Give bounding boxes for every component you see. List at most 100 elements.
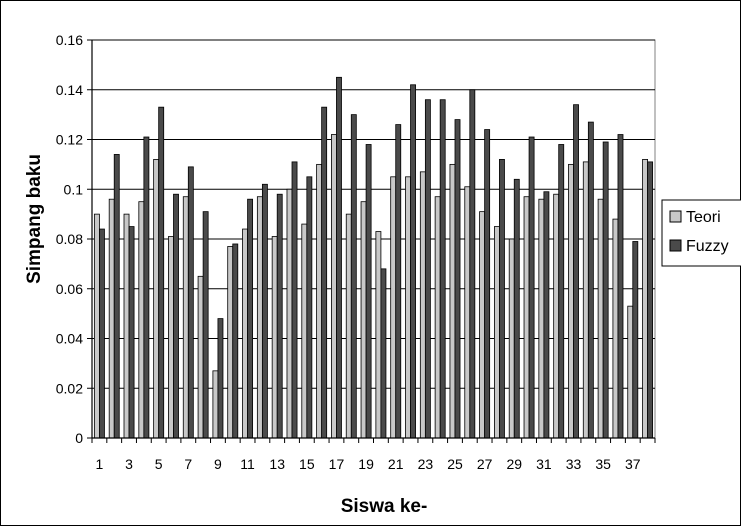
bar-fuzzy	[424, 99, 431, 439]
legend-label-fuzzy: Fuzzy	[686, 238, 729, 255]
axes	[87, 39, 656, 443]
y-tick-label: 0.14	[56, 82, 83, 98]
bar-fuzzy	[513, 178, 520, 439]
bar-fuzzy	[573, 104, 579, 439]
y-tick-label: 0	[75, 430, 83, 446]
bar-teori	[627, 305, 634, 439]
bar-fuzzy	[454, 119, 461, 439]
bar-teori	[301, 223, 308, 439]
bar-teori	[316, 163, 323, 439]
x-tick-label: 11	[240, 456, 255, 472]
bar-teori	[553, 193, 560, 439]
bar-fuzzy	[306, 176, 313, 439]
bar-fuzzy	[632, 241, 639, 439]
bar-fuzzy	[395, 124, 402, 439]
bar-fuzzy	[143, 136, 150, 439]
bar-fuzzy	[247, 198, 254, 439]
bar-teori	[360, 201, 367, 439]
bar-teori	[493, 226, 500, 439]
bar-teori	[182, 196, 189, 439]
bar-teori	[508, 238, 515, 439]
bar-teori	[523, 196, 530, 439]
x-tick-label: 29	[506, 456, 522, 472]
bar-teori	[642, 158, 648, 439]
bar-fuzzy	[261, 183, 268, 439]
bar-teori	[212, 370, 219, 439]
bar-teori	[464, 186, 471, 439]
x-tick-label: 5	[155, 456, 163, 472]
bar-teori	[153, 158, 160, 439]
bar-teori	[390, 176, 397, 439]
bar-teori	[597, 198, 604, 439]
x-tick-label: 33	[566, 456, 582, 472]
x-tick-label: 35	[595, 456, 611, 472]
bar-fuzzy	[587, 121, 594, 439]
bar-teori	[197, 275, 204, 439]
y-tick-label: 0.06	[56, 281, 83, 297]
bar-fuzzy	[647, 161, 654, 439]
x-tick-label: 13	[269, 456, 285, 472]
x-tick-label: 27	[477, 456, 493, 472]
x-tick-label: 31	[536, 456, 552, 472]
bar-fuzzy	[173, 193, 179, 439]
y-axis-title: Simpang baku	[24, 154, 45, 284]
bar-teori	[582, 161, 589, 439]
legend: Teori Fuzzy	[661, 199, 741, 267]
bar-fuzzy	[410, 84, 416, 439]
y-tick-label: 0.12	[56, 132, 83, 148]
y-tick-labels: 0 0.02 0.04 0.06 0.08 0.1 0.12 0.14 0.16	[56, 32, 83, 446]
y-tick-label: 0.1	[64, 181, 84, 197]
bar-fuzzy	[321, 106, 328, 439]
bar-teori	[242, 228, 248, 439]
x-tick-label: 25	[447, 456, 463, 472]
x-tick-label: 3	[125, 456, 133, 472]
bar-fuzzy	[128, 226, 135, 439]
legend-label-teori: Teori	[686, 209, 721, 226]
bar-teori	[405, 176, 411, 439]
x-tick-label: 7	[184, 456, 192, 472]
bar-fuzzy	[528, 136, 535, 439]
y-tick-label: 0.02	[56, 380, 83, 396]
bar-fuzzy	[469, 89, 476, 439]
x-tick-labels: 1 3 5 7 9 11 13 15 17 19 21 23 25 27 29 31 33 35 37	[96, 456, 641, 472]
legend-swatch-fuzzy	[669, 239, 682, 252]
bar-fuzzy	[113, 154, 120, 439]
bar-teori	[538, 198, 545, 439]
bar-fuzzy	[158, 106, 165, 439]
bar-teori	[449, 163, 456, 439]
bar-fuzzy	[232, 243, 239, 439]
y-tick-label: 0.04	[56, 331, 83, 347]
bar-fuzzy	[439, 99, 446, 439]
bar-fuzzy	[602, 141, 609, 439]
plot-area: 00.020.040.060.080.10.120.140.16 1 3 5 7 9 11…	[56, 32, 656, 472]
bar-fuzzy	[617, 134, 624, 439]
bar-fuzzy	[365, 144, 372, 439]
bar-teori	[108, 198, 115, 439]
bar-fuzzy	[217, 318, 224, 439]
bar-teori	[375, 231, 382, 439]
bar-teori	[345, 213, 352, 439]
bar-teori	[271, 236, 278, 439]
x-tick-label: 1	[96, 456, 104, 472]
y-tick-label: 0.08	[56, 231, 83, 247]
bar-fuzzy	[350, 114, 357, 439]
bar-fuzzy	[558, 144, 565, 439]
x-tick-label: 21	[388, 456, 404, 472]
bar-teori	[331, 134, 337, 439]
bar-teori	[168, 236, 174, 439]
bar-fuzzy	[99, 228, 105, 439]
x-tick-label: 19	[358, 456, 374, 472]
bar-fuzzy	[276, 193, 283, 439]
bar-teori	[286, 188, 293, 439]
bar-fuzzy	[291, 161, 298, 439]
bar-fuzzy	[543, 191, 550, 439]
x-axis-title: Siswa ke-	[341, 496, 428, 517]
x-tick-label: 9	[214, 456, 222, 472]
bar-teori	[93, 213, 100, 439]
bar-teori	[434, 196, 441, 439]
bar-teori	[419, 171, 426, 439]
bar-fuzzy	[484, 129, 491, 439]
bar-teori	[568, 163, 574, 439]
x-tick-label: 23	[418, 456, 434, 472]
bar-fuzzy	[380, 268, 387, 439]
